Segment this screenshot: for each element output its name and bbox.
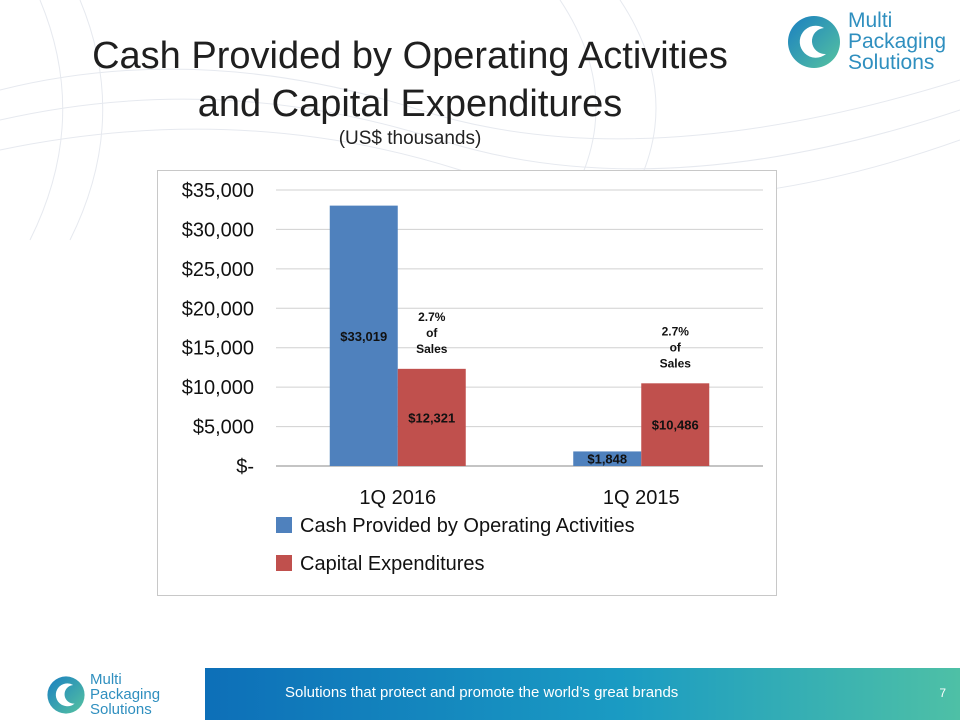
- footer-tagline: Solutions that protect and promote the w…: [285, 684, 679, 701]
- logo-text-line3: Solutions: [848, 51, 935, 74]
- logo-text-line2: Packaging: [848, 30, 947, 53]
- bar-value-label: $33,019: [340, 329, 387, 344]
- y-tick-label: $30,000: [182, 219, 254, 241]
- company-logo-top: Multi Packaging Solutions: [786, 10, 946, 73]
- sales-percent-annotation: Sales: [416, 342, 448, 356]
- sales-percent-annotation: Sales: [660, 356, 692, 370]
- bar-value-label: $10,486: [652, 418, 699, 433]
- company-logo-bottom: Multi Packaging Solutions: [46, 672, 160, 717]
- y-tick-label: $25,000: [182, 259, 254, 281]
- y-tick-label: $20,000: [182, 298, 254, 320]
- slide-title-line2: and Capital Expenditures: [197, 83, 623, 125]
- bar: [329, 205, 398, 467]
- bar-value-label: $1,848: [587, 452, 627, 467]
- logo-text-line1: Multi: [90, 671, 122, 688]
- y-tick-label: $5,000: [193, 417, 254, 439]
- y-tick-label: $10,000: [182, 377, 254, 399]
- sales-percent-annotation: of: [426, 326, 438, 340]
- x-category-label: 1Q 2015: [603, 487, 680, 509]
- bar: [397, 368, 466, 466]
- y-tick-label: $15,000: [182, 338, 254, 360]
- logo-text-line1: Multi: [848, 9, 893, 32]
- legend-swatch: [276, 555, 292, 571]
- page-number: 7: [939, 686, 946, 700]
- slide-subtitle: (US$ thousands): [338, 128, 482, 149]
- sales-percent-annotation: 2.7%: [418, 310, 446, 324]
- sales-percent-annotation: 2.7%: [662, 324, 690, 338]
- bar: [573, 451, 642, 466]
- y-tick-label: $35,000: [182, 180, 254, 202]
- x-category-label: 1Q 2016: [359, 487, 436, 509]
- bar: [641, 383, 710, 466]
- bar-chart: $- $5,000 $10,000 $15,000 $20,000 $25,000 $30,…: [182, 180, 763, 575]
- y-tick-label: $-: [236, 456, 254, 478]
- legend-label: Cash Provided by Operating Activities: [300, 515, 635, 537]
- logo-swirl-icon: [47, 675, 85, 714]
- logo-text-line2: Packaging: [90, 686, 161, 703]
- sales-percent-annotation: of: [670, 340, 682, 354]
- chart-frame: $- $5,000 $10,000 $15,000 $20,000 $25,000 $30,…: [157, 170, 777, 596]
- footer-band: Solutions that protect and promote the w…: [205, 668, 960, 720]
- legend-swatch: [276, 517, 292, 533]
- legend-label: Capital Expenditures: [300, 553, 485, 575]
- logo-text-line3: Solutions: [90, 701, 152, 718]
- logo-swirl-icon: [788, 15, 840, 68]
- bar-value-label: $12,321: [408, 410, 455, 425]
- slide-title-line1: Cash Provided by Operating Activities: [92, 35, 728, 77]
